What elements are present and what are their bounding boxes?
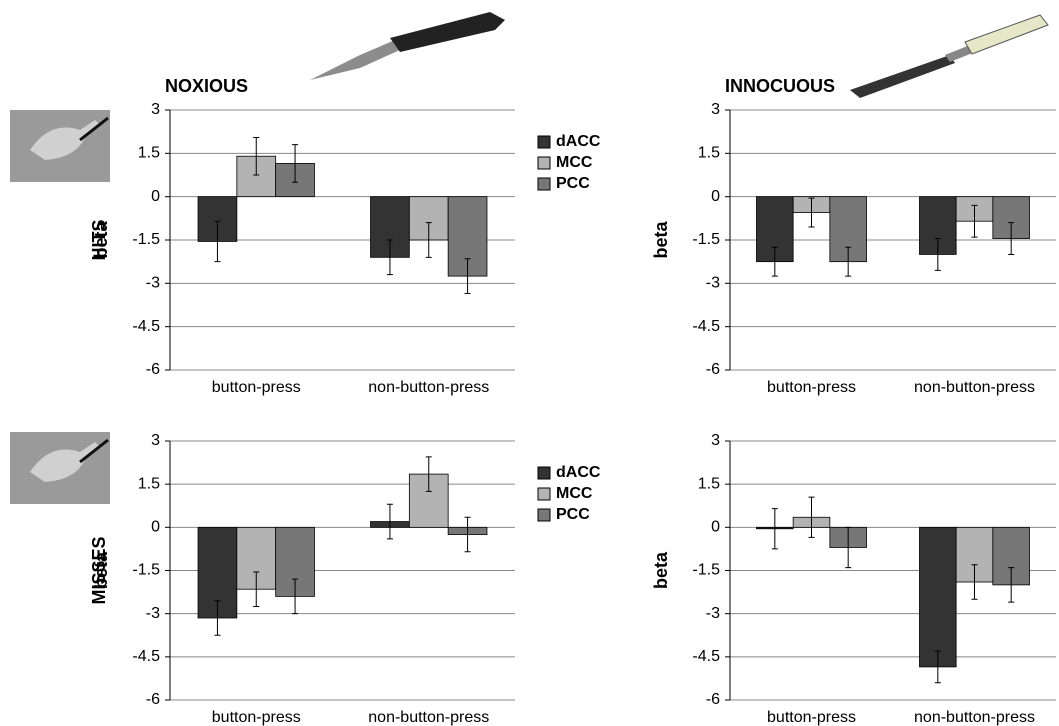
- x-tick-label: button-press: [767, 709, 856, 726]
- legend-label: MCC: [556, 154, 593, 171]
- y-tick-label: -1.5: [132, 231, 160, 248]
- knife-image: [310, 12, 505, 80]
- x-tick-label: non-button-press: [368, 379, 489, 396]
- bar: [919, 527, 956, 667]
- legend-swatch: [538, 157, 550, 169]
- legend-label: MCC: [556, 485, 593, 502]
- x-tick-label: button-press: [767, 379, 856, 396]
- y-tick-label: -4.5: [132, 318, 160, 335]
- x-tick-label: non-button-press: [914, 709, 1035, 726]
- legend-swatch: [538, 488, 550, 500]
- y-tick-label: 1.5: [698, 475, 720, 492]
- y-tick-label: 0: [151, 519, 160, 536]
- y-tick-label: 1.5: [138, 145, 160, 162]
- legend-swatch: [538, 136, 550, 148]
- y-tick-label: -1.5: [692, 231, 720, 248]
- x-tick-label: non-button-press: [914, 379, 1035, 396]
- y-tick-label: -1.5: [132, 562, 160, 579]
- y-tick-label: -1.5: [692, 562, 720, 579]
- y-axis-label: beta: [91, 221, 111, 259]
- y-tick-label: 3: [151, 432, 160, 449]
- x-tick-label: non-button-press: [368, 709, 489, 726]
- y-tick-label: -4.5: [132, 648, 160, 665]
- x-tick-label: button-press: [212, 709, 301, 726]
- hand-photo: [10, 432, 110, 504]
- legend-swatch: [538, 178, 550, 190]
- y-axis-label: beta: [91, 551, 111, 589]
- x-tick-label: button-press: [212, 379, 301, 396]
- y-tick-label: 1.5: [698, 145, 720, 162]
- hand-photo: [10, 110, 110, 182]
- y-tick-label: -6: [706, 691, 720, 708]
- legend-label: PCC: [556, 506, 590, 523]
- legend-label: dACC: [556, 464, 601, 481]
- legend-label: PCC: [556, 175, 590, 192]
- figure: NOXIOUSHITSbeta31.50-1.5-3-4.5-6button-p…: [0, 0, 1059, 726]
- y-tick-label: -6: [146, 361, 160, 378]
- y-axis-label: beta: [651, 221, 671, 259]
- y-tick-label: 0: [711, 519, 720, 536]
- y-tick-label: 0: [151, 188, 160, 205]
- y-axis-label: beta: [651, 551, 671, 589]
- y-tick-label: 3: [711, 101, 720, 118]
- legend-swatch: [538, 467, 550, 479]
- y-tick-label: -3: [706, 275, 720, 292]
- y-tick-label: 1.5: [138, 475, 160, 492]
- y-tick-label: -6: [146, 691, 160, 708]
- legend-label: dACC: [556, 133, 601, 150]
- page: NOXIOUSHITSbeta31.50-1.5-3-4.5-6button-p…: [0, 0, 1059, 726]
- y-tick-label: -4.5: [692, 318, 720, 335]
- panel-title: INNOCUOUS: [725, 76, 835, 96]
- y-tick-label: -4.5: [692, 648, 720, 665]
- y-tick-label: -3: [146, 275, 160, 292]
- y-tick-label: 3: [711, 432, 720, 449]
- legend-swatch: [538, 509, 550, 521]
- y-tick-label: -3: [146, 605, 160, 622]
- panel-title: NOXIOUS: [165, 76, 248, 96]
- knife-image: [850, 15, 1048, 98]
- y-tick-label: -3: [706, 605, 720, 622]
- y-tick-label: 0: [711, 188, 720, 205]
- y-tick-label: 3: [151, 101, 160, 118]
- y-tick-label: -6: [706, 361, 720, 378]
